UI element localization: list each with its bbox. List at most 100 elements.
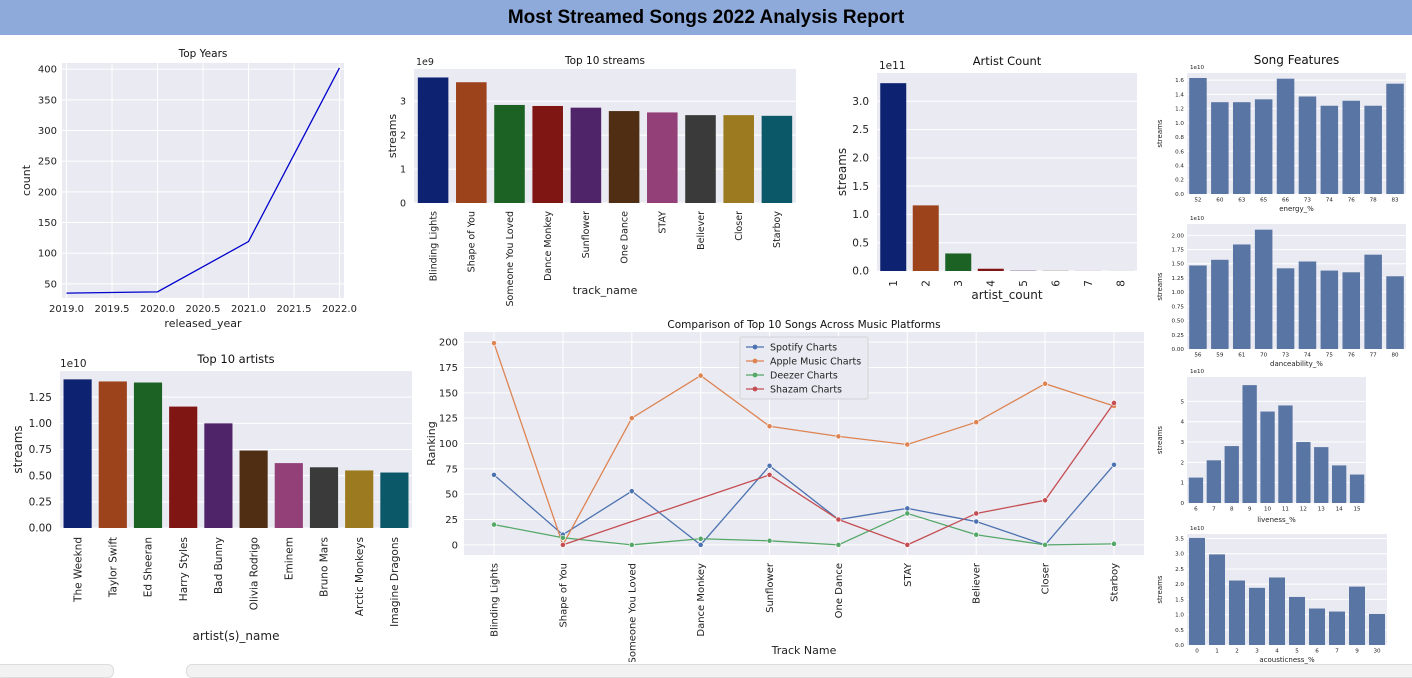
- bar-taylor-swift: [99, 381, 127, 528]
- x-tick-label: 78: [1370, 198, 1378, 204]
- bar-13: [1314, 447, 1328, 503]
- x-tick-label: 13: [1318, 507, 1326, 513]
- y-tick-label: 0.8: [1175, 135, 1184, 141]
- bar-74: [1299, 262, 1317, 350]
- bar-6: [1309, 609, 1325, 645]
- y-tick-label: 0: [452, 540, 458, 551]
- bar-8: [1225, 446, 1239, 503]
- bar-harry-styles: [169, 407, 197, 528]
- y-tick-label: 1.00: [1172, 290, 1185, 296]
- bar-56: [1189, 265, 1207, 349]
- x-tick-label: 59: [1216, 353, 1224, 359]
- point-shazam-charts: [767, 472, 772, 477]
- bar-14: [1332, 465, 1346, 503]
- x-tick-label: Believer: [696, 211, 707, 250]
- x-tick-label: 9: [1355, 649, 1359, 655]
- x-tick-label: 4: [985, 280, 997, 287]
- x-tick-label: Dance Monkey: [543, 211, 554, 281]
- x-tick-label: 65: [1260, 198, 1268, 204]
- bar-sunflower: [571, 108, 602, 203]
- bar-83: [1386, 84, 1404, 194]
- x-tick-label: Bruno Mars: [319, 537, 331, 597]
- x-tick-label: 15: [1353, 507, 1361, 513]
- y-tick-label: 25: [445, 515, 458, 526]
- x-tick-label: Closer: [734, 211, 745, 241]
- bar-0: [1189, 538, 1205, 645]
- y-tick-label: 0.25: [29, 497, 52, 509]
- chart-title: Top Years: [178, 48, 228, 60]
- y-tick-label: 0.00: [29, 523, 52, 535]
- y-tick-label: 5: [1180, 399, 1184, 405]
- bar-9: [1242, 385, 1256, 503]
- x-tick-label: 80: [1391, 353, 1399, 359]
- x-tick-label: 56: [1194, 353, 1202, 359]
- y-tick-label: 175: [439, 363, 458, 374]
- y-tick-label: 0.6: [1175, 149, 1184, 155]
- legend-entry: Apple Music Charts: [770, 357, 861, 368]
- y-tick-label: 1.6: [1175, 78, 1184, 84]
- bar-66: [1277, 79, 1295, 194]
- x-axis-label: artist_count: [971, 288, 1042, 302]
- x-tick-label: The Weeknd: [72, 537, 84, 603]
- x-tick-label: Someone You Loved: [627, 563, 638, 662]
- x-tick-label: One Dance: [619, 211, 630, 264]
- y-tick-label: 1.0: [852, 209, 869, 221]
- bar-4: [1269, 577, 1285, 645]
- x-axis-label: artist(s)_name: [193, 629, 280, 643]
- bar-70: [1255, 230, 1273, 349]
- x-tick-label: Shape of You: [467, 211, 478, 272]
- y-tick-label: 0.25: [1172, 333, 1185, 339]
- chart-title: Top 10 streams: [564, 55, 645, 67]
- legend-marker: [753, 345, 758, 350]
- y-tick-label: 0.50: [29, 470, 52, 482]
- point-deezer-charts: [560, 535, 565, 540]
- x-tick-label: 5: [1018, 280, 1030, 287]
- x-tick-label: 2020.0: [140, 304, 175, 315]
- point-deezer-charts: [698, 536, 703, 541]
- y-tick-label: 200: [439, 338, 458, 349]
- y-axis-label: streams: [1156, 426, 1164, 455]
- bottom-scroll-tab-right[interactable]: [186, 664, 1412, 678]
- point-spotify-charts: [629, 489, 634, 494]
- bar-1: [1209, 554, 1225, 645]
- bar-7: [1207, 460, 1221, 503]
- bar-eminem: [275, 463, 303, 528]
- y-tick-label: 100: [439, 439, 458, 450]
- y-tick-label: 75: [445, 464, 458, 475]
- x-tick-label: Eminem: [283, 537, 295, 580]
- x-tick-label: 2019.5: [95, 304, 130, 315]
- y-tick-label: 3.0: [1175, 552, 1184, 558]
- chart-title: Artist Count: [973, 54, 1042, 68]
- bar-one-dance: [609, 111, 640, 203]
- chart-title: Top 10 artists: [196, 352, 274, 366]
- bar-7: [1329, 612, 1345, 645]
- y-tick-label: 0.0: [1175, 643, 1184, 649]
- x-tick-label: 2: [1235, 649, 1239, 655]
- y-tick-label: 1.00: [29, 418, 52, 430]
- bar-2: [1229, 581, 1245, 645]
- x-tick-label: Blinding Lights: [490, 563, 501, 637]
- y-tick-label: 0.2: [1175, 178, 1184, 184]
- x-tick-label: Sunflower: [581, 211, 592, 258]
- bar-starboy: [762, 116, 793, 203]
- bottom-scroll-tab-left[interactable]: [0, 664, 114, 678]
- bar-5: [1289, 597, 1305, 645]
- x-axis-label: danceability_%: [1270, 360, 1323, 368]
- point-apple-music-charts: [767, 424, 772, 429]
- y-tick-label: 1.2: [1175, 107, 1184, 113]
- point-deezer-charts: [1043, 542, 1048, 547]
- bar-73: [1277, 268, 1295, 349]
- point-spotify-charts: [491, 472, 496, 477]
- y-tick-label: 2.00: [1172, 233, 1185, 239]
- point-apple-music-charts: [698, 373, 703, 378]
- bar-the-weeknd: [64, 379, 92, 528]
- y-tick-label: 0: [1180, 501, 1184, 507]
- x-tick-label: 3: [1255, 649, 1259, 655]
- y-tick-label: 1.5: [1175, 597, 1184, 603]
- x-tick-label: 70: [1260, 353, 1268, 359]
- chart-feature-danceability: 0.000.250.500.751.001.251.501.752.001e10…: [1150, 212, 1412, 370]
- point-deezer-charts: [836, 542, 841, 547]
